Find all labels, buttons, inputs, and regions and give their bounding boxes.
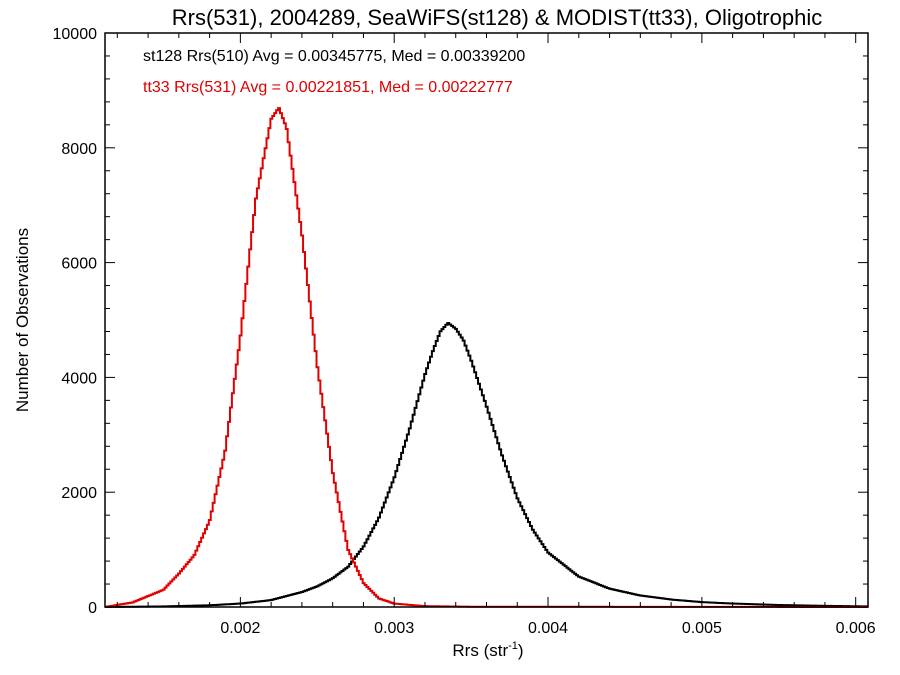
series-layer [105,107,868,608]
x-axis: 0.002 0.003 0.004 0.005 0.006 [116,33,876,637]
x-axis-label-superscript: -1 [508,640,518,652]
x-tick-label: 0.006 [836,620,876,637]
x-tick-label: 0.002 [220,620,260,637]
y-tick-label: 8000 [61,141,97,158]
y-tick-label: 2000 [61,485,97,502]
y-tick-label: 0 [88,600,97,617]
x-tick-label: 0.003 [374,620,414,637]
y-tick-label: 10000 [53,26,98,43]
y-tick-label: 6000 [61,256,97,273]
annotation-st128: st128 Rrs(510) Avg = 0.00345775, Med = 0… [143,48,525,65]
x-axis-label-main: Rrs (str [452,641,508,660]
y-tick-label: 4000 [61,370,97,387]
x-tick-label: 0.004 [528,620,568,637]
series-tt33-histogram [105,107,868,608]
y-axis-label: Number of Observations [13,228,32,412]
chart-title: Rrs(531), 2004289, SeaWiFS(st128) & MODI… [172,5,822,30]
series-st128-histogram [105,322,868,608]
x-tick-label: 0.005 [682,620,722,637]
y-axis: 0 2000 4000 6000 8000 10000 [53,26,868,617]
plot-frame [104,32,869,608]
x-axis-label-end: ) [518,641,524,660]
x-axis-label: Rrs (str-1) [452,640,523,660]
annotation-tt33: tt33 Rrs(531) Avg = 0.00221851, Med = 0.… [143,79,513,96]
